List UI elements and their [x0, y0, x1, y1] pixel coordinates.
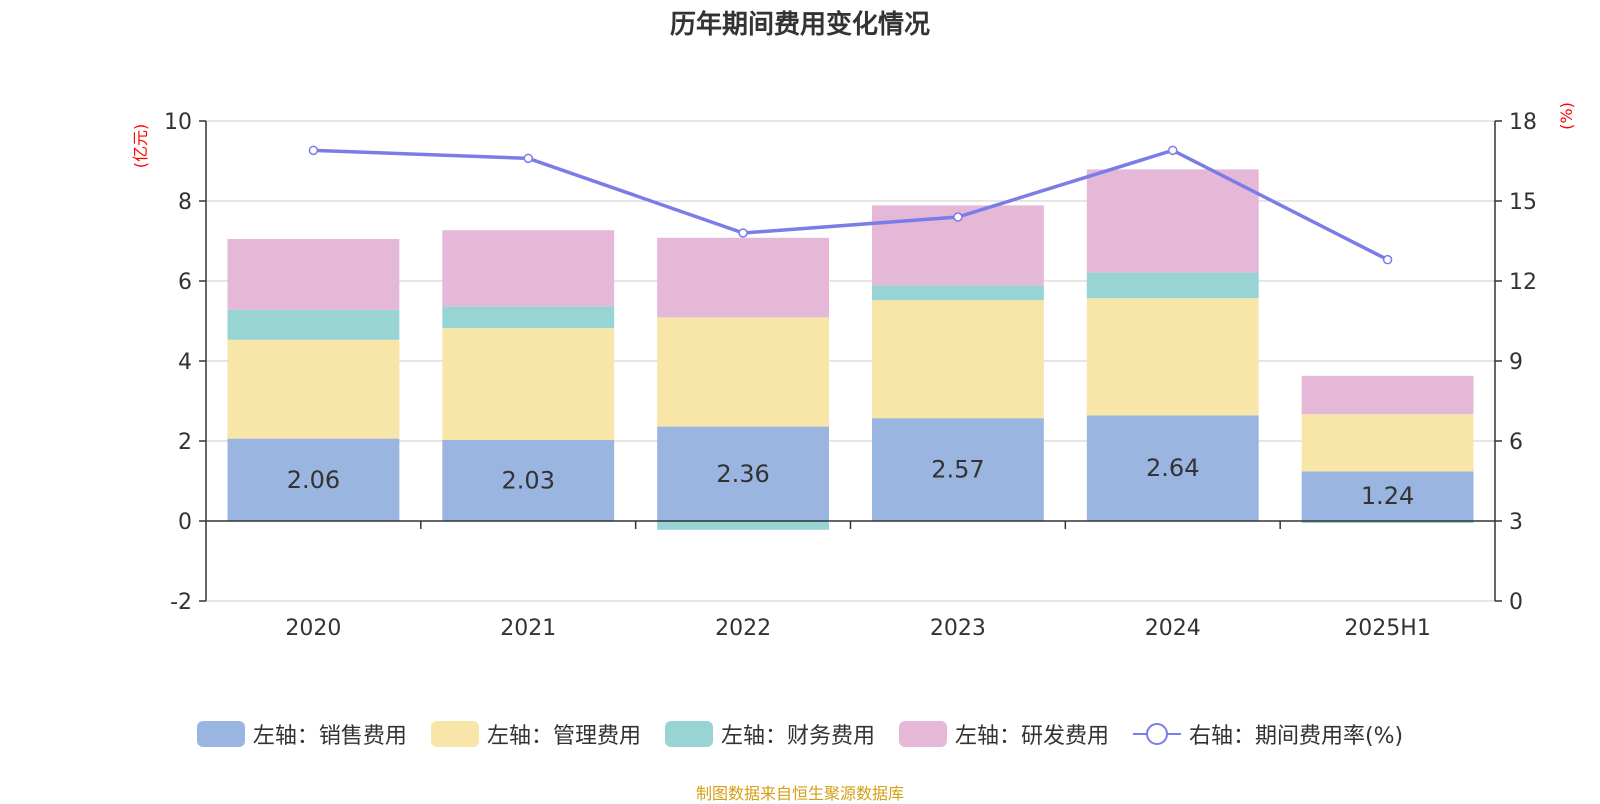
- legend-item[interactable]: 左轴：研发费用: [898, 718, 1109, 750]
- rate-point: [1382, 254, 1393, 265]
- legend-label: 左轴：研发费用: [954, 724, 1109, 749]
- bar-segment: [871, 285, 1044, 301]
- bar-segment: [1301, 375, 1474, 415]
- legend-label: 右轴：期间费用率(%): [1188, 724, 1404, 749]
- legend-swatch: [898, 721, 947, 747]
- bar-segment: [227, 438, 400, 521]
- x-tick-label: 2024: [1145, 616, 1201, 641]
- bar-data-label: 2.36: [716, 460, 769, 488]
- bar-segment: [1301, 521, 1474, 523]
- bar-segment: [1086, 415, 1259, 521]
- legend-item[interactable]: 左轴：销售费用: [196, 718, 407, 750]
- legend-label: 左轴：管理费用: [486, 724, 641, 749]
- left-tick-label: 0: [178, 510, 192, 535]
- bar-segment: [657, 317, 830, 427]
- legend-item[interactable]: 右轴：期间费用率(%): [1132, 718, 1404, 750]
- right-tick-label: 9: [1509, 350, 1523, 375]
- legend-label: 左轴：财务费用: [720, 724, 875, 749]
- axes: -2 0 2 4 6 8 10 0 3 6 9 12 15 18 2020 2021 2022 2023 2024 2…: [164, 110, 1537, 641]
- bar-data-label: 1.24: [1361, 482, 1414, 510]
- bar-segment: [442, 306, 615, 329]
- x-tick-label: 2020: [285, 616, 341, 641]
- left-tick-label: 8: [178, 190, 192, 215]
- bar-segment: [227, 239, 400, 310]
- bar-segment: [1301, 471, 1474, 521]
- bar-segment: [227, 339, 400, 439]
- bar-segment: [1086, 169, 1259, 273]
- legend-swatch: [664, 721, 713, 747]
- rate-point: [953, 212, 963, 222]
- source-note: 制图数据来自恒生聚源数据库: [695, 784, 904, 803]
- legend-label: 左轴：销售费用: [252, 724, 407, 749]
- x-tick-label: 2023: [930, 616, 986, 641]
- bar-segment: [442, 230, 615, 307]
- rate-line: [308, 145, 1393, 265]
- bar-data-label: 2.64: [1146, 454, 1199, 482]
- right-tick-label: 0: [1509, 590, 1523, 615]
- right-tick-label: 18: [1509, 110, 1537, 135]
- bar-segment: [1086, 272, 1259, 299]
- legend-line-marker: [1132, 721, 1181, 747]
- rate-point: [1168, 145, 1178, 156]
- bar-segment: [871, 418, 1044, 521]
- bar-data-label: 2.57: [931, 456, 984, 484]
- bar-segment: [871, 300, 1044, 419]
- rate-line-path: [313, 148, 1389, 262]
- legend-item[interactable]: 左轴：管理费用: [430, 718, 641, 750]
- left-tick-label: 2: [178, 430, 192, 455]
- bar-segment: [227, 309, 400, 340]
- right-tick-label: 12: [1509, 270, 1537, 295]
- chart-title: 历年期间费用变化情况: [669, 10, 930, 40]
- left-axis-unit: (亿元): [131, 124, 150, 169]
- right-tick-label: 6: [1509, 430, 1523, 455]
- bar-segment: [1086, 298, 1259, 416]
- left-tick-label: 10: [164, 110, 192, 135]
- legend-swatch: [430, 721, 479, 747]
- legend-item[interactable]: 左轴：财务费用: [664, 718, 875, 750]
- bar-data-label: 2.03: [502, 466, 555, 494]
- legend-swatch: [196, 721, 245, 747]
- right-tick-label: 3: [1509, 510, 1523, 535]
- bar-segment: [657, 237, 830, 318]
- bar-segment: [442, 328, 615, 440]
- bar-segment: [657, 426, 830, 521]
- bar-segment: [657, 521, 830, 530]
- left-tick-label: 4: [178, 350, 192, 375]
- right-axis-unit: (%): [1557, 102, 1576, 130]
- bar-labels: 2.06 2.03 2.36 2.57 2.64 1.24: [287, 454, 1415, 510]
- x-tick-label: 2021: [500, 616, 556, 641]
- bar-segment: [442, 439, 615, 521]
- x-tick-label: 2025H1: [1344, 616, 1431, 641]
- rate-point: [523, 153, 533, 164]
- left-tick-label: 6: [178, 270, 192, 295]
- bar-segment: [1301, 414, 1474, 472]
- rate-point: [308, 145, 319, 156]
- bars: [227, 169, 1474, 530]
- legend: 左轴：销售费用 左轴：管理费用 左轴：财务费用 左轴：研发费用 右轴：期间费用率(%): [0, 718, 1600, 750]
- bar-data-label: 2.06: [287, 466, 340, 494]
- right-tick-label: 15: [1509, 190, 1537, 215]
- rate-point: [738, 228, 748, 238]
- left-tick-label: -2: [170, 590, 192, 615]
- x-tick-label: 2022: [715, 616, 771, 641]
